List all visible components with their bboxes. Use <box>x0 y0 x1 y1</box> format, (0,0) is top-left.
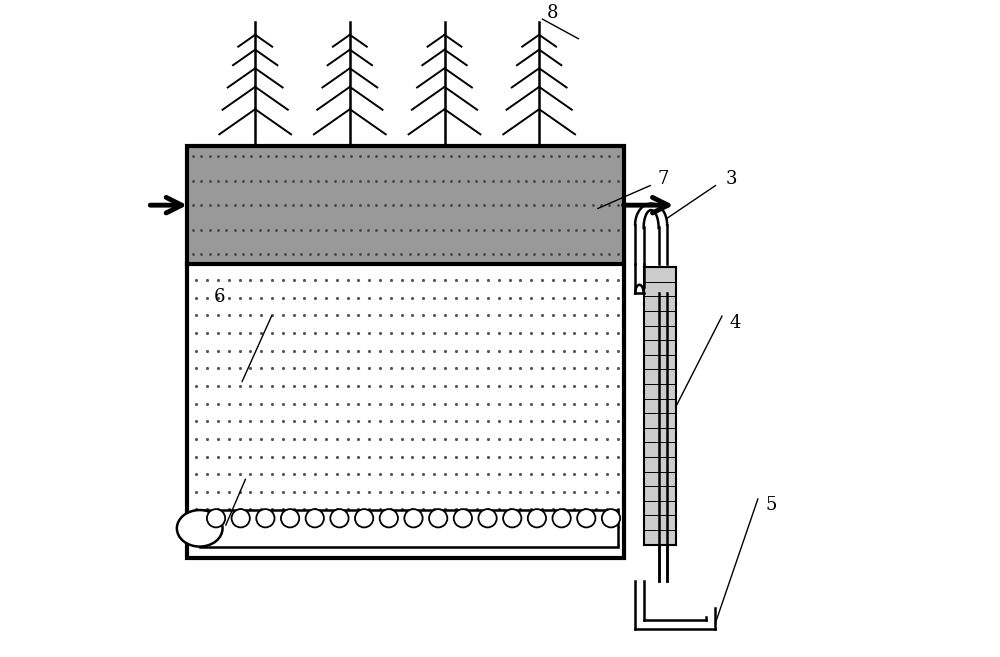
Circle shape <box>281 509 299 528</box>
Circle shape <box>429 509 447 528</box>
Circle shape <box>503 509 521 528</box>
Text: 4: 4 <box>729 313 741 332</box>
Bar <box>644 267 676 545</box>
Text: 3: 3 <box>726 170 737 188</box>
Circle shape <box>552 509 571 528</box>
Text: 1: 1 <box>200 522 212 541</box>
Circle shape <box>404 509 423 528</box>
Circle shape <box>478 509 497 528</box>
Bar <box>187 147 624 558</box>
Circle shape <box>207 509 225 528</box>
Circle shape <box>577 509 595 528</box>
Circle shape <box>454 509 472 528</box>
Circle shape <box>602 509 620 528</box>
Circle shape <box>306 509 324 528</box>
Text: 8: 8 <box>546 3 558 22</box>
Circle shape <box>232 509 250 528</box>
Text: 7: 7 <box>658 170 669 188</box>
Bar <box>200 510 618 547</box>
Circle shape <box>355 509 373 528</box>
Bar <box>187 147 624 264</box>
Text: 6: 6 <box>214 288 225 306</box>
Circle shape <box>330 509 349 528</box>
Circle shape <box>256 509 275 528</box>
Text: 5: 5 <box>765 497 777 514</box>
Circle shape <box>528 509 546 528</box>
Bar <box>187 264 624 558</box>
Circle shape <box>380 509 398 528</box>
Ellipse shape <box>177 510 223 547</box>
